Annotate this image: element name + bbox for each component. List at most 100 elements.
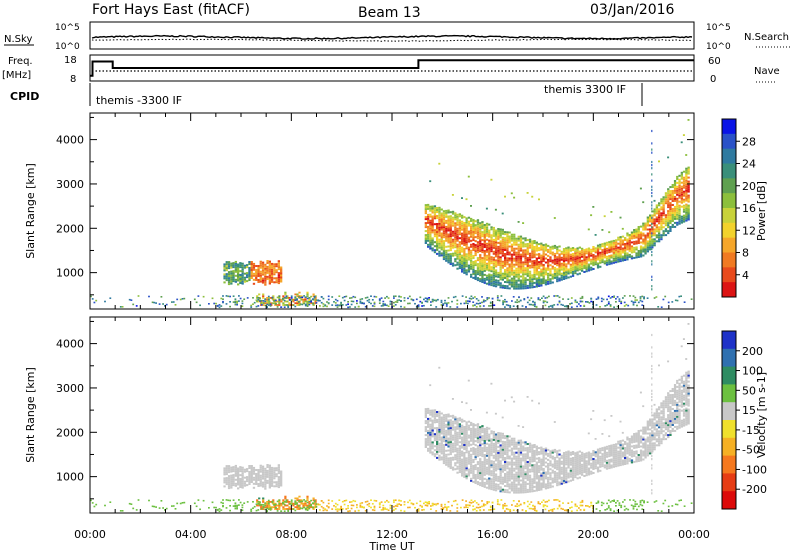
velocity-cell xyxy=(458,423,461,426)
power-cell xyxy=(553,304,556,306)
power-cell xyxy=(504,257,507,259)
power-cell xyxy=(621,259,625,262)
velocity-cell xyxy=(458,461,461,464)
velocity-cell xyxy=(603,419,606,422)
velocity-cell xyxy=(619,446,622,449)
power-cell xyxy=(578,268,581,271)
power-cell xyxy=(501,252,504,255)
power-cell xyxy=(662,234,665,237)
power-cell xyxy=(522,277,525,280)
power-cell xyxy=(474,246,477,249)
velocity-cell xyxy=(490,466,493,469)
power-cell xyxy=(275,263,278,266)
power-cell xyxy=(429,207,432,210)
velocity-cell xyxy=(519,443,523,446)
power-cell xyxy=(585,248,588,251)
power-cell xyxy=(470,229,473,232)
power-cell xyxy=(248,269,251,271)
power-cell xyxy=(438,234,441,237)
power-cell xyxy=(451,252,455,255)
power-cell xyxy=(255,279,258,281)
velocity-cell xyxy=(451,414,455,417)
power-cell xyxy=(364,305,367,308)
power-cell xyxy=(433,207,437,210)
velocity-cell xyxy=(476,471,480,474)
velocity-cell xyxy=(644,430,647,433)
power-cell xyxy=(607,301,610,303)
power-cell xyxy=(488,231,491,234)
power-cell xyxy=(499,244,502,247)
velocity-cell xyxy=(467,472,471,475)
power-cell xyxy=(526,269,529,271)
power-cell xyxy=(436,245,439,247)
power-cell xyxy=(504,243,507,246)
power-cell xyxy=(474,274,477,276)
power-cell xyxy=(639,241,643,244)
velocity-cell xyxy=(515,457,518,460)
velocity-cell xyxy=(642,428,645,431)
power-cell xyxy=(528,270,532,273)
power-cell xyxy=(494,263,498,266)
velocity-cell xyxy=(642,426,645,429)
power-cell xyxy=(357,305,360,308)
velocity-cell xyxy=(476,451,480,454)
power-cell xyxy=(494,255,498,258)
velocity-cell xyxy=(461,450,464,453)
velocity-cell xyxy=(592,450,595,452)
velocity-cell xyxy=(517,467,520,470)
power-cell xyxy=(287,305,290,307)
power-cell xyxy=(424,230,427,233)
power-cell xyxy=(549,252,552,255)
power-cell xyxy=(569,259,572,262)
velocity-cell xyxy=(485,466,489,469)
power-cell xyxy=(504,239,507,242)
power-cell xyxy=(547,264,550,267)
velocity-cell xyxy=(526,465,529,467)
power-cell xyxy=(257,279,260,281)
velocity-cell xyxy=(497,467,500,470)
velocity-cell xyxy=(556,480,559,483)
velocity-cell xyxy=(524,471,527,474)
velocity-cell xyxy=(533,485,536,488)
velocity-cell xyxy=(494,463,498,466)
velocity-cell xyxy=(438,446,441,449)
velocity-cell xyxy=(447,465,450,468)
velocity-cell xyxy=(553,462,557,465)
velocity-cell xyxy=(528,450,532,453)
velocity-cell xyxy=(549,478,552,481)
velocity-cell xyxy=(451,442,455,445)
power-cell xyxy=(264,279,267,282)
power-cell xyxy=(252,278,256,281)
power-cell xyxy=(587,247,591,250)
power-cell xyxy=(601,245,604,248)
velocity-cell xyxy=(522,489,525,492)
velocity-cell xyxy=(633,433,636,435)
velocity-cell xyxy=(479,470,482,473)
velocity-cell xyxy=(540,486,543,489)
power-cell xyxy=(267,304,270,306)
power-cell xyxy=(578,246,581,249)
velocity-cell xyxy=(465,457,468,460)
velocity-cell xyxy=(522,475,525,478)
power-cell xyxy=(410,298,413,301)
velocity-cell xyxy=(461,474,464,477)
velocity-cell xyxy=(436,427,439,429)
power-cell xyxy=(649,240,652,243)
velocity-cell xyxy=(542,474,545,476)
power-cell xyxy=(518,296,520,298)
power-cell xyxy=(551,259,554,262)
power-cell xyxy=(474,232,477,235)
power-cell xyxy=(651,247,653,250)
power-cell xyxy=(260,304,263,306)
power-cell xyxy=(682,204,686,207)
velocity-cell xyxy=(442,420,446,423)
velocity-cell xyxy=(519,451,523,454)
power-cell xyxy=(551,281,554,284)
velocity-cell xyxy=(594,459,597,462)
velocity-cell xyxy=(449,449,452,452)
velocity-cell xyxy=(431,441,434,444)
power-cell xyxy=(216,305,219,307)
power-cell xyxy=(607,295,610,298)
power-cell xyxy=(612,241,615,244)
power-cell xyxy=(646,242,649,245)
